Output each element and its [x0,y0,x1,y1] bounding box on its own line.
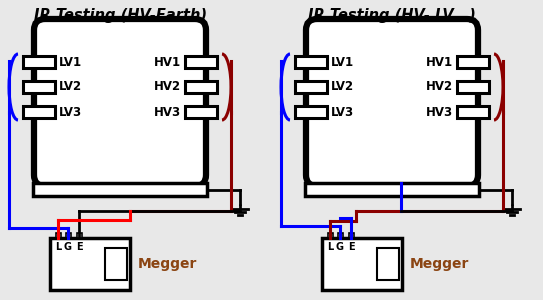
Text: Megger: Megger [410,257,469,271]
Text: E: E [348,242,355,252]
Bar [23,56,55,68]
Bar [295,56,327,68]
Bar [457,56,489,68]
Bar [295,81,327,93]
Text: LV2: LV2 [59,80,82,94]
Text: LV2: LV2 [331,80,354,94]
Bar [327,233,332,238]
Text: LV1: LV1 [59,56,82,68]
Text: G: G [336,242,344,252]
FancyBboxPatch shape [34,19,206,186]
Bar [185,106,217,118]
Bar [457,81,489,93]
Text: HV2: HV2 [154,80,181,94]
Bar [295,106,327,118]
Text: LV1: LV1 [331,56,354,68]
Bar [457,106,489,118]
Text: HV1: HV1 [154,56,181,68]
Text: IR Testing (HV- LV   ): IR Testing (HV- LV ) [308,8,476,23]
Text: Megger: Megger [138,257,197,271]
Bar [338,233,343,238]
Bar [50,238,130,290]
Text: HV3: HV3 [426,106,453,118]
Bar [77,233,81,238]
Text: L: L [327,242,333,252]
Bar [377,248,399,280]
Text: LV3: LV3 [59,106,82,118]
Bar [33,183,207,196]
Text: HV1: HV1 [426,56,453,68]
FancyBboxPatch shape [306,19,478,186]
Bar [305,183,479,196]
Text: E: E [75,242,83,252]
Text: G: G [64,242,72,252]
Bar [349,233,353,238]
Text: IR Testing (HV-Earth): IR Testing (HV-Earth) [34,8,206,23]
Text: LV3: LV3 [331,106,354,118]
Bar [105,248,127,280]
Bar [23,81,55,93]
Bar [185,81,217,93]
Bar [185,56,217,68]
Text: HV2: HV2 [426,80,453,94]
Bar [322,238,402,290]
Text: HV3: HV3 [154,106,181,118]
Text: L: L [55,242,61,252]
Bar [23,106,55,118]
Bar [66,233,71,238]
Bar [55,233,60,238]
